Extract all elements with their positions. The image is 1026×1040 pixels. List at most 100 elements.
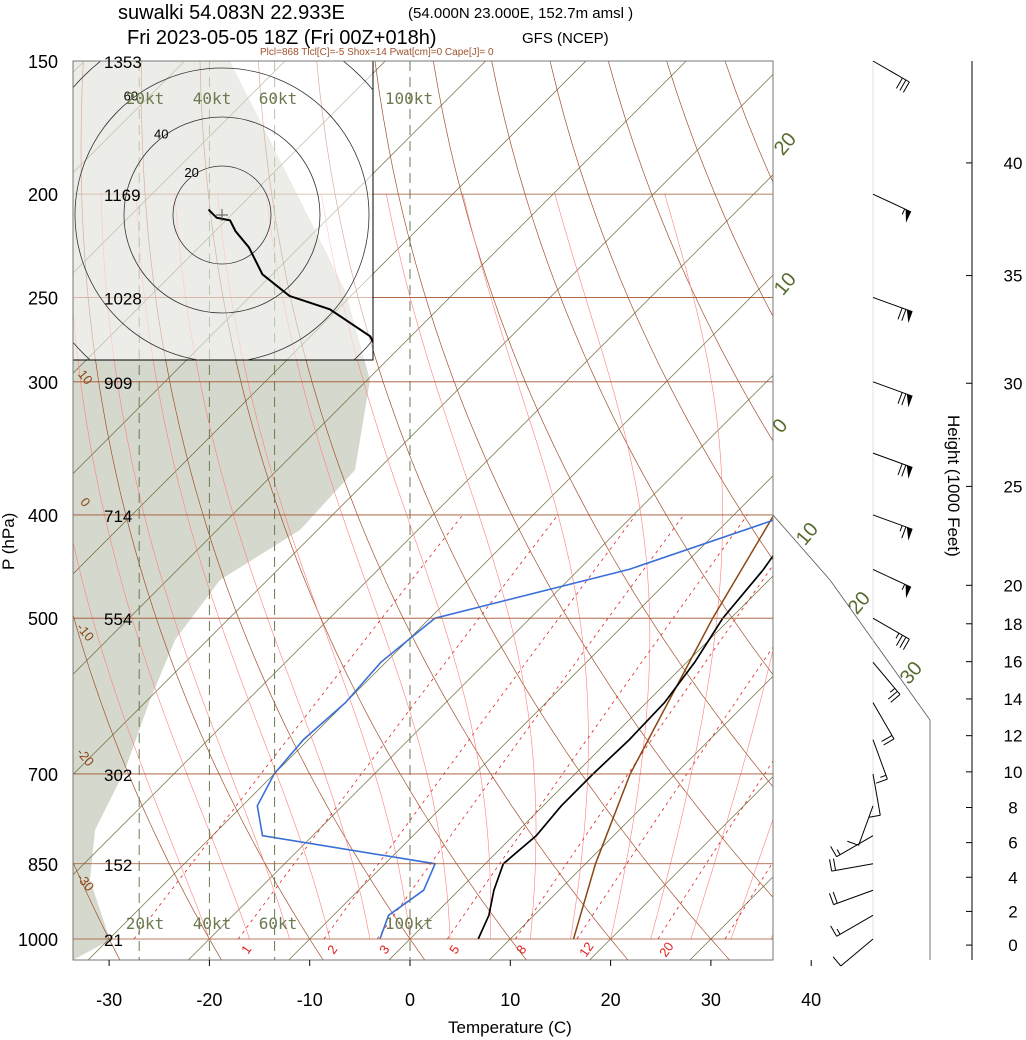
mixing-ratio-label: 2	[324, 942, 340, 957]
mixing-ratio-line	[323, 514, 637, 940]
wind-barb-pennant	[906, 394, 913, 408]
moist-adiabat	[770, 933, 773, 940]
wind-barb	[832, 938, 874, 967]
wind-barb	[868, 773, 881, 818]
hodograph-clip	[73, 61, 373, 360]
pressure-tick-label: 300	[28, 373, 58, 393]
height-tick-label: 12	[1004, 727, 1023, 746]
height-tick-label: 0	[1008, 936, 1017, 955]
isotherm-label-upper: 10	[770, 269, 801, 300]
wind-barb-full	[890, 694, 901, 703]
mixing-ratio-line	[724, 861, 773, 940]
dry-adiabat	[316, 61, 731, 960]
height-tick-label: 8	[1008, 798, 1017, 817]
x-tick-label: -20	[196, 990, 222, 1010]
moist-adiabat	[730, 818, 773, 940]
pressure-tick-label: 400	[28, 506, 58, 526]
moist-adiabat	[217, 194, 411, 940]
wind-barb-full	[868, 814, 881, 818]
wind-barb-half	[880, 774, 887, 778]
dry-adiabat	[374, 61, 773, 898]
wind-barb	[872, 452, 913, 479]
wind-barb-staff	[872, 773, 881, 816]
wind-speed-label-bottom: 20kt	[126, 914, 165, 933]
moist-adiabat	[690, 648, 773, 940]
wind-barb-staff	[872, 739, 888, 780]
dry-adiabat	[199, 61, 527, 960]
pressure-tick-label: 150	[28, 52, 58, 72]
wind-barb-half	[899, 525, 903, 532]
wind-barb	[847, 805, 874, 846]
x-tick-label: 30	[701, 990, 721, 1010]
isotherm-line	[73, 174, 773, 876]
wind-barb-staff	[872, 568, 912, 588]
height-tick-label: 14	[1004, 690, 1023, 709]
geopotential-height-label: 714	[104, 507, 132, 526]
location-title: suwalki 54.083N 22.933E	[118, 2, 345, 24]
wind-barb-full	[883, 738, 895, 746]
isotherm-label-right: 10	[792, 519, 823, 550]
isotherm-line	[73, 61, 687, 675]
hodograph: 20 40 60	[72, 60, 374, 361]
hodograph-ring-label: 40	[154, 127, 168, 142]
geopotential-height-label: 302	[104, 766, 132, 785]
wind-speed-label-bottom: 40kt	[193, 914, 232, 933]
wind-barb-full	[830, 846, 838, 857]
valid-time: Fri 2023-05-05 18Z (Fri 00Z+018h)	[127, 27, 437, 49]
wind-barb-full	[875, 778, 888, 784]
wind-barb-full	[881, 735, 893, 742]
geopotential-height-label: 1169	[104, 186, 141, 205]
hodograph-origin	[216, 209, 228, 221]
height-tick-label: 4	[1008, 868, 1017, 887]
mixing-ratio-label: 20	[656, 939, 677, 959]
wind-barb-full	[832, 891, 838, 904]
x-tick-label: 0	[405, 990, 415, 1010]
parcel-curve	[572, 514, 773, 940]
isotherm-line	[488, 675, 773, 960]
height-tick-label: 18	[1004, 615, 1023, 634]
wind-barb-staff	[872, 452, 913, 468]
params-line: Plcl=868 Tlcl[C]=-5 Shox=14 Pwat[cm]=0 C…	[260, 47, 494, 58]
isotherm-label-upper: 20	[770, 129, 801, 160]
dry-adiabat	[607, 61, 773, 442]
height-tick-label: 40	[1004, 154, 1023, 173]
wind-barb-staff	[872, 193, 912, 213]
x-tick-label: -30	[96, 990, 122, 1010]
wind-barb-full	[896, 77, 903, 89]
height-tick-label: 35	[1004, 267, 1023, 286]
isotherm-label-right: 30	[896, 658, 927, 689]
geopotential-height-label: 21	[104, 931, 123, 950]
pressure-tick-label: 200	[28, 185, 58, 205]
moist-adiabat	[386, 194, 537, 940]
wind-barb-full	[887, 691, 898, 700]
moist-adiabat	[650, 194, 723, 940]
plot-frame	[72, 60, 774, 961]
wind-barb-full	[899, 636, 907, 648]
wind-barb-full	[902, 638, 910, 650]
dry-adiabat	[772, 29, 1026, 962]
hodograph-ring	[74, 67, 370, 360]
moist-adiabat	[265, 194, 451, 940]
x-tick-label: 40	[801, 990, 821, 1010]
geopotential-height-label: 152	[104, 856, 132, 875]
moist-adiabat	[174, 194, 371, 940]
wind-barb-full	[829, 859, 833, 872]
wind-barb-pennant	[906, 309, 913, 324]
moist-adiabat	[100, 194, 290, 940]
height-tick-label: 10	[1004, 763, 1023, 782]
wind-barb-full	[901, 526, 907, 539]
x-tick-label: 20	[601, 990, 621, 1010]
hodograph-ring-label: 20	[184, 165, 198, 180]
geopotential-height-label: 1028	[104, 289, 142, 308]
dry-adiabat	[666, 61, 773, 318]
wind-barb	[872, 193, 912, 223]
dry-adiabat	[141, 61, 426, 960]
hodograph-ring	[123, 116, 321, 314]
wind-barb-half	[901, 208, 906, 215]
wind-barb-staff	[872, 661, 901, 695]
wind-barb-pennant	[906, 527, 913, 541]
moist-adiabat	[73, 540, 210, 940]
wind-barb-staff	[872, 60, 910, 83]
pressure-tick-label: 250	[28, 288, 58, 308]
